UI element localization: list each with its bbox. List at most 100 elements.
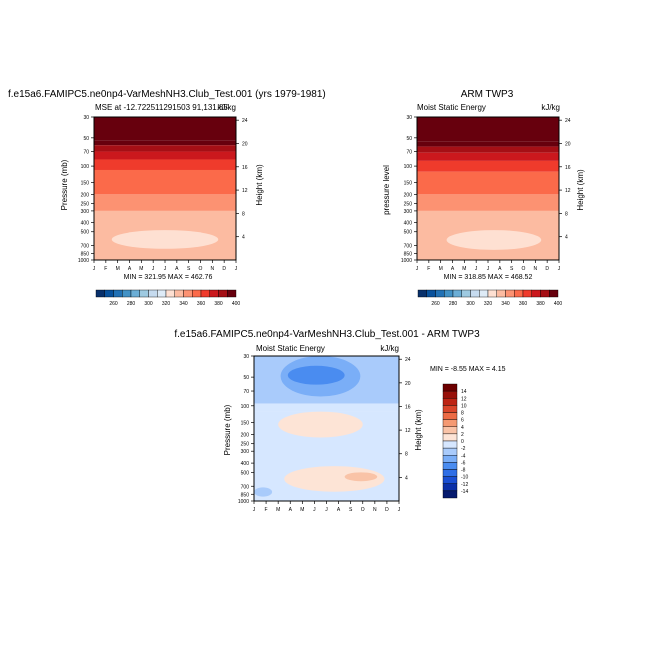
model-colorbar-cell	[130, 289, 140, 298]
obs-xtick-label: J	[558, 266, 561, 272]
diff-ytick-label: 1000	[238, 499, 249, 505]
obs-y2label: Height (km)	[576, 169, 585, 211]
diff-colorbar-label: 8	[461, 411, 464, 417]
model-colorbar-label: 400	[232, 301, 241, 307]
obs-colorbar-cell	[531, 289, 541, 298]
model-xtick-label: J	[93, 266, 96, 272]
model-ytick-label: 70	[83, 150, 89, 156]
diff-colorbar-label: 4	[461, 425, 464, 431]
model-layer-0	[94, 117, 236, 141]
obs-ytick-label: 400	[404, 221, 413, 227]
diff-ytick-label: 200	[241, 432, 250, 438]
obs-xtick-label: M	[462, 266, 466, 272]
diff-colorbar-label: -12	[461, 482, 468, 488]
model-ylabel: Pressure (mb)	[60, 159, 69, 210]
diff-colorbar-label: -4	[461, 453, 466, 459]
diff-ytick-label: 70	[243, 389, 249, 395]
model-ytick-label: 300	[81, 209, 90, 215]
obs-colorbar-label: 340	[501, 301, 510, 307]
obs-colorbar-label: 300	[466, 301, 475, 307]
diff-colorbar-cell	[442, 398, 458, 406]
obs-colorbar-cell	[522, 289, 532, 298]
diff-ytick-label: 100	[241, 404, 250, 410]
obs-colorbar-cell	[461, 289, 471, 298]
model-ytick-label: 250	[81, 201, 90, 207]
model-colorbar-label: 380	[214, 301, 223, 307]
obs-colorbar-cell	[452, 289, 462, 298]
diff-ytick-label: 50	[243, 375, 249, 381]
diff-colorbar-cell	[442, 447, 458, 456]
model-colorbar-cell	[104, 289, 114, 298]
obs-y2tick-label: 8	[565, 211, 568, 217]
diff-ytick-label: 250	[241, 442, 250, 448]
model-ytick-label: 100	[81, 164, 90, 170]
model-y2tick-label: 4	[242, 235, 245, 241]
obs-xtick-label: N	[534, 266, 538, 272]
obs-ytick-label: 50	[406, 136, 412, 142]
diff-colorbar-label: -2	[461, 446, 466, 452]
obs-colorbar-cell	[479, 289, 489, 298]
diff-colorbar-cell	[442, 440, 458, 449]
obs-colorbar-cell	[505, 289, 515, 298]
diff-colorbar-label: -6	[461, 460, 466, 466]
model-xtick-label: S	[187, 266, 191, 272]
obs-colorbar-label: 260	[431, 301, 440, 307]
diff-colorbar-cell	[442, 383, 458, 392]
obs-ytick-label: 100	[404, 164, 413, 170]
diff-colorbar-cell	[442, 490, 458, 499]
model-colorbar-label: 360	[197, 301, 206, 307]
diff-ytick-label: 850	[241, 492, 250, 498]
model-colorbar-cell	[139, 289, 149, 298]
diff-colorbar-cell	[442, 390, 458, 399]
obs-y2tick-label: 4	[565, 235, 568, 241]
model-ytick-label: 500	[81, 230, 90, 236]
diff-xtick-label: M	[276, 507, 280, 513]
model-layer-3	[94, 151, 236, 160]
diff-xtick-label: J	[313, 507, 316, 513]
model-colorbar-label: 280	[127, 301, 136, 307]
diff-colorbar-label: 0	[461, 439, 464, 445]
obs-colorbar-cell	[487, 289, 497, 298]
diff-xtick-label: A	[289, 507, 293, 513]
model-colorbar-cell	[113, 289, 123, 298]
diff-colorbar-label: 14	[461, 389, 467, 395]
model-xtick-label: N	[211, 266, 215, 272]
diff-ytick-label: 500	[241, 470, 250, 476]
model-y2tick-label: 16	[242, 165, 248, 171]
model-colorbar-cell	[192, 289, 202, 298]
model-colorbar-cell	[174, 289, 184, 298]
diff-minmax: MIN = -8.55 MAX = 4.15	[430, 366, 506, 373]
diff-colorbar-cell	[442, 419, 458, 427]
obs-layer-0	[417, 117, 559, 142]
model-colorbar-label: 340	[179, 301, 188, 307]
model-ytick-label: 50	[83, 136, 89, 142]
diff-colorbar-label: 12	[461, 396, 467, 402]
obs-colorbar-label: 280	[449, 301, 458, 307]
model-y2tick-label: 24	[242, 118, 248, 124]
obs-ytick-label: 700	[404, 243, 413, 249]
obs-xtick-label: M	[439, 266, 443, 272]
diff-region-5	[254, 487, 273, 497]
diff-colorbar-cell	[442, 405, 458, 413]
diff-xtick-label: S	[349, 507, 353, 513]
model-colorbar-cell	[148, 289, 158, 298]
obs-colorbar-label: 320	[484, 301, 493, 307]
diff-y2tick-label: 8	[405, 452, 408, 458]
diff-ytick-label: 300	[241, 449, 250, 455]
obs-right-label: kJ/kg	[541, 103, 560, 112]
diff-region-1	[287, 365, 345, 385]
obs-colorbar-cell	[417, 289, 427, 298]
obs-ytick-label: 300	[404, 209, 413, 215]
diff-colorbar-cell	[442, 476, 458, 484]
obs-colorbar-cell	[444, 289, 454, 298]
obs-colorbar-cell	[426, 289, 436, 298]
obs-ytick-label: 500	[404, 230, 413, 236]
obs-xtick-label: S	[510, 266, 514, 272]
obs-colorbar-cell	[470, 289, 480, 298]
obs-xtick-label: J	[416, 266, 419, 272]
model-xtick-label: M	[139, 266, 143, 272]
obs-xtick-label: A	[498, 266, 502, 272]
obs-layer-2	[417, 146, 559, 153]
model-ytick-label: 150	[81, 181, 90, 187]
diff-layer-1	[254, 403, 399, 412]
